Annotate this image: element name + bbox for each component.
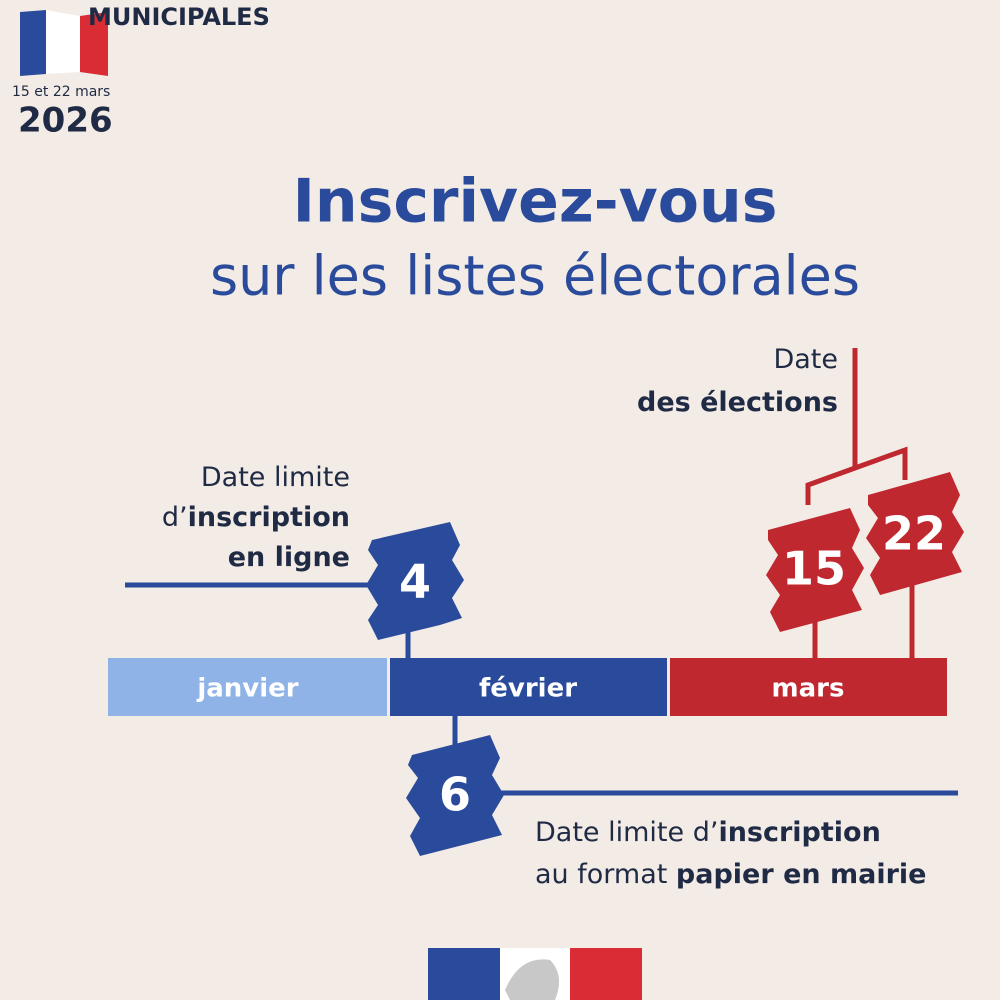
month-label: février [479, 674, 577, 704]
connectors [125, 348, 958, 796]
callout-text: Date limite d’ [535, 817, 718, 848]
callout-text: d’ [162, 502, 188, 533]
callout-text: inscription [188, 502, 350, 533]
callout-text: papier en mairie [676, 859, 927, 890]
callout-line: des élections [637, 387, 838, 418]
callout-text: en ligne [228, 542, 350, 573]
callout-text: Date [773, 344, 838, 375]
header-title: MUNICIPALES [88, 3, 270, 31]
callout-text: au format [535, 859, 676, 890]
day-number: 6 [439, 768, 471, 822]
callout-line: Date limite [201, 462, 350, 493]
callout-line: d’inscription [162, 502, 350, 533]
stamps [366, 472, 964, 856]
month-label: janvier [196, 674, 298, 704]
month-bar [108, 658, 947, 716]
headline-title: Inscrivez-vous [293, 167, 778, 237]
day-number: 15 [782, 542, 846, 596]
day-number: 4 [399, 555, 431, 609]
month-label: mars [772, 674, 845, 704]
callout-text: inscription [718, 817, 880, 848]
headline-subtitle: sur les listes électorales [210, 245, 860, 308]
callout-line: Date limite d’inscription [535, 817, 881, 848]
callout-line: Date [773, 344, 838, 375]
header-dates: 15 et 22 mars [12, 84, 110, 100]
callout-text: des élections [637, 387, 838, 418]
callout-line: au format papier en mairie [535, 859, 927, 890]
callout-line: en ligne [228, 542, 350, 573]
callout-text: Date limite [201, 462, 350, 493]
day-number: 22 [882, 507, 946, 561]
flag [20, 10, 108, 76]
header-year: 2026 [18, 101, 113, 141]
logo [428, 948, 642, 1000]
